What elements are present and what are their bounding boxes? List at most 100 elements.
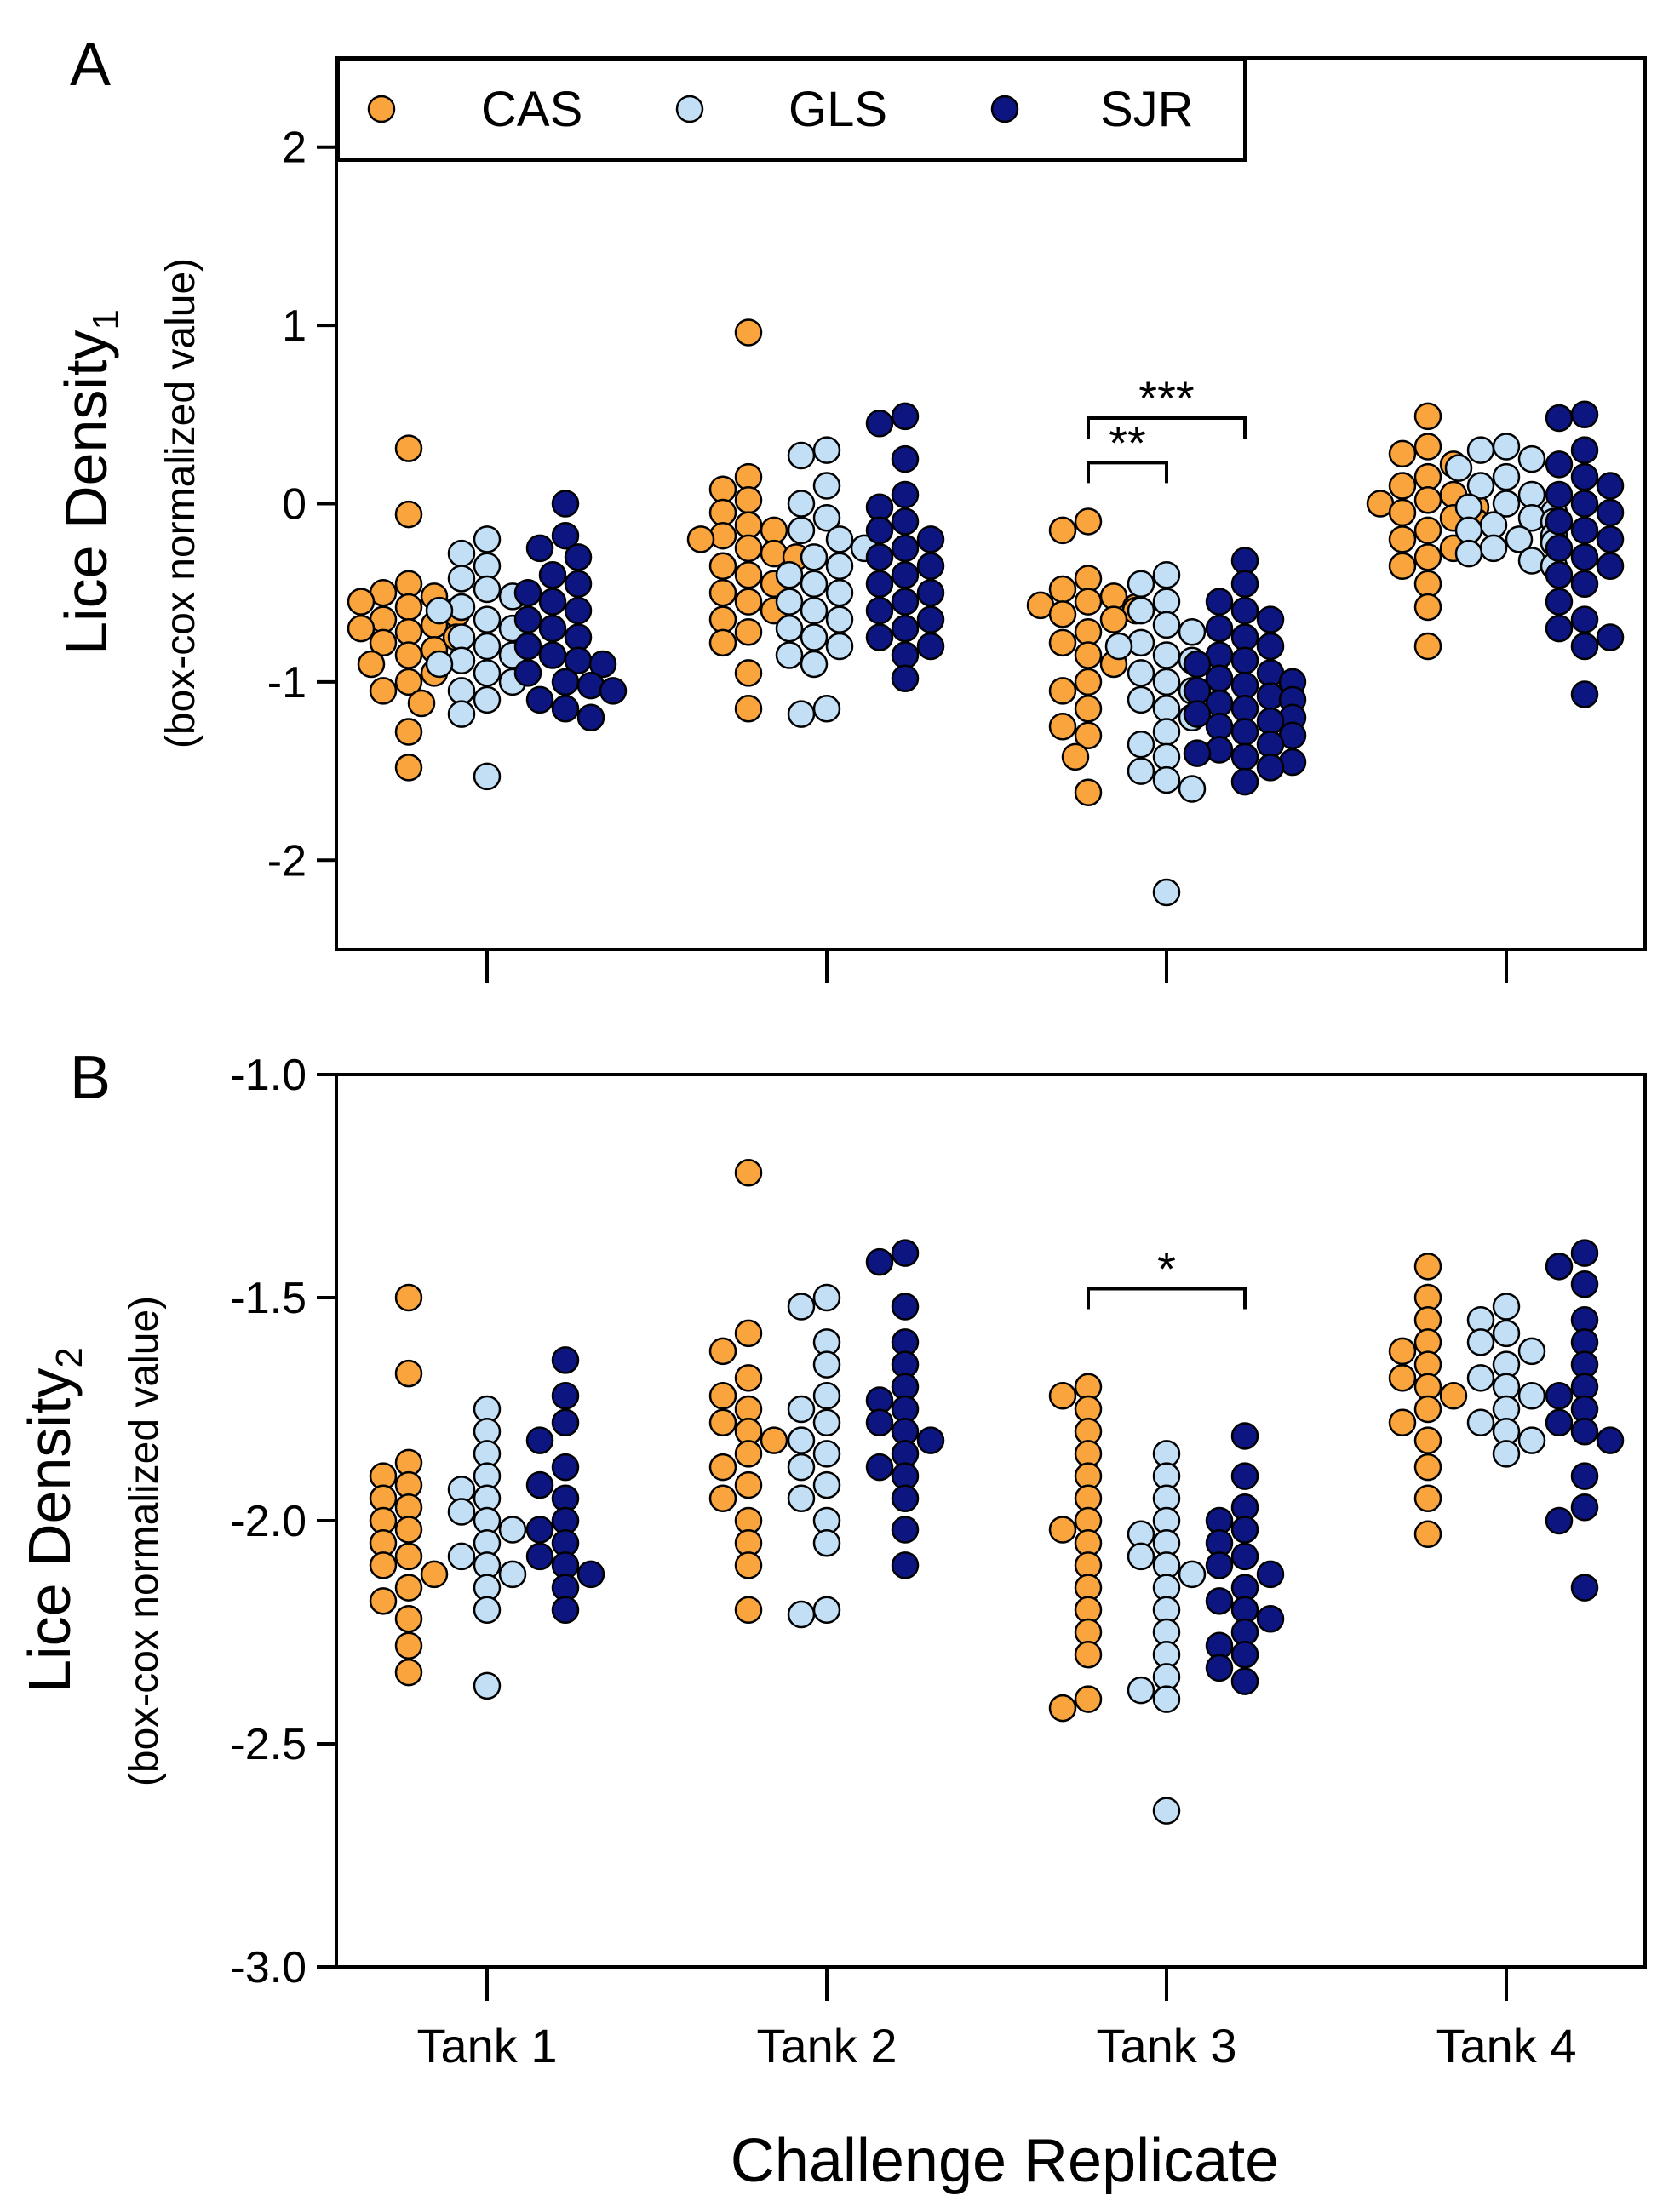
- data-point-sjr: [891, 588, 920, 616]
- data-point-gls: [1517, 1426, 1546, 1454]
- data-point-gls: [1466, 472, 1495, 500]
- data-point-sjr: [916, 1426, 945, 1454]
- data-point-cas: [1388, 1337, 1417, 1366]
- data-point-cas: [1048, 516, 1077, 545]
- data-point-cas: [1413, 632, 1442, 661]
- data-point-gls: [1479, 534, 1508, 563]
- data-point-gls: [1127, 1542, 1155, 1571]
- data-point-sjr: [525, 1470, 554, 1499]
- data-point-gls: [1152, 588, 1181, 616]
- data-point-gls: [1127, 596, 1155, 625]
- panel-a: A -2 -1 0 1 2 ***** Lice Density1 (box-cox n…: [53, 31, 1647, 983]
- data-point-cas: [734, 695, 763, 723]
- data-point-gls: [1152, 765, 1181, 794]
- significance-bracket: [1087, 416, 1247, 439]
- data-point-cas: [734, 1470, 763, 1499]
- data-point-sjr: [1570, 436, 1599, 464]
- panel-a-ylabel-main: Lice Density1: [53, 309, 127, 655]
- data-point-gls: [800, 570, 829, 598]
- data-point-gls: [800, 623, 829, 651]
- panel-a-ylabel-note: (box-cox normalized value): [158, 258, 204, 748]
- data-point-sjr: [1230, 1667, 1259, 1695]
- data-point-sjr: [1570, 1574, 1599, 1602]
- data-point-cas: [1388, 439, 1417, 468]
- significance-stars: *: [1157, 1242, 1176, 1296]
- data-point-gls: [447, 623, 476, 651]
- data-point-gls: [473, 1596, 502, 1625]
- data-point-cas: [1413, 593, 1442, 622]
- data-point-cas: [394, 718, 423, 746]
- data-point-cas: [1048, 1382, 1077, 1410]
- data-point-cas: [1074, 588, 1103, 616]
- data-point-sjr: [1230, 695, 1259, 723]
- data-point-gls: [825, 605, 854, 633]
- data-point-cas: [394, 1516, 423, 1544]
- data-point-gls: [1517, 1382, 1546, 1410]
- panel-a-significance: *****: [1087, 371, 1247, 484]
- data-point-sjr: [865, 623, 894, 651]
- data-point-sjr: [1230, 547, 1259, 575]
- data-point-sjr: [1596, 498, 1625, 527]
- data-point-cas: [394, 1574, 423, 1602]
- data-point-cas: [420, 1560, 449, 1589]
- data-point-sjr: [551, 1346, 580, 1374]
- data-point-sjr: [865, 1247, 894, 1276]
- data-point-sjr: [525, 1516, 554, 1544]
- data-point-gls: [1152, 611, 1181, 639]
- data-point-sjr: [1256, 632, 1285, 661]
- data-point-sjr: [1205, 1587, 1234, 1615]
- data-point-gls: [800, 650, 829, 679]
- data-point-gls: [1178, 775, 1207, 803]
- data-point-cas: [734, 1551, 763, 1579]
- data-point-sjr: [891, 1484, 920, 1513]
- data-point-sjr: [1545, 588, 1574, 616]
- data-point-gls: [812, 695, 841, 723]
- data-point-sjr: [1205, 588, 1234, 616]
- data-point-gls: [1178, 618, 1207, 646]
- data-point-cas: [708, 628, 737, 657]
- data-point-sjr: [916, 552, 945, 581]
- data-point-cas: [1413, 462, 1442, 491]
- data-point-sjr: [1570, 570, 1599, 598]
- data-point-sjr: [1596, 525, 1625, 553]
- data-point-cas: [1074, 618, 1103, 646]
- data-point-sjr: [1596, 1426, 1625, 1454]
- data-point-sjr: [538, 641, 567, 669]
- data-point-sjr: [865, 1453, 894, 1482]
- data-point-sjr: [865, 596, 894, 625]
- data-point-sjr: [1596, 552, 1625, 581]
- panel-a-x-ticks: [485, 949, 1508, 983]
- data-point-cas: [1074, 668, 1103, 696]
- data-point-cas: [760, 516, 788, 545]
- data-point-cas: [734, 462, 763, 491]
- data-point-sjr: [551, 1596, 580, 1625]
- data-point-sjr: [1570, 1239, 1599, 1267]
- data-point-gls: [1127, 659, 1155, 687]
- data-point-gls: [447, 677, 476, 705]
- data-point-cas: [369, 1587, 398, 1615]
- data-point-cas: [394, 1359, 423, 1388]
- data-point-cas: [1099, 605, 1128, 633]
- data-point-sjr: [1256, 754, 1285, 782]
- data-point-gls: [787, 1453, 816, 1482]
- data-point-sjr: [1570, 516, 1599, 545]
- data-point-gls: [1466, 1364, 1495, 1392]
- data-point-gls: [1492, 1440, 1521, 1468]
- data-point-sjr: [1256, 707, 1285, 736]
- data-point-cas: [734, 534, 763, 563]
- data-point-gls: [812, 1350, 841, 1379]
- data-point-cas: [369, 1551, 398, 1579]
- data-point-sjr: [1570, 1462, 1599, 1490]
- data-point-gls: [1152, 641, 1181, 669]
- data-point-gls: [787, 1484, 816, 1513]
- data-point-gls: [473, 575, 502, 604]
- legend-marker-gls: [675, 95, 704, 123]
- significance-stars: ***: [1138, 371, 1194, 425]
- data-point-sjr: [513, 605, 542, 633]
- x-tick-label: Tank 3: [1097, 2019, 1237, 2072]
- data-point-gls: [787, 700, 816, 728]
- data-point-sjr: [1183, 739, 1212, 767]
- data-point-gls: [1152, 561, 1181, 589]
- data-point-sjr: [538, 614, 567, 643]
- data-point-sjr: [1230, 1462, 1259, 1490]
